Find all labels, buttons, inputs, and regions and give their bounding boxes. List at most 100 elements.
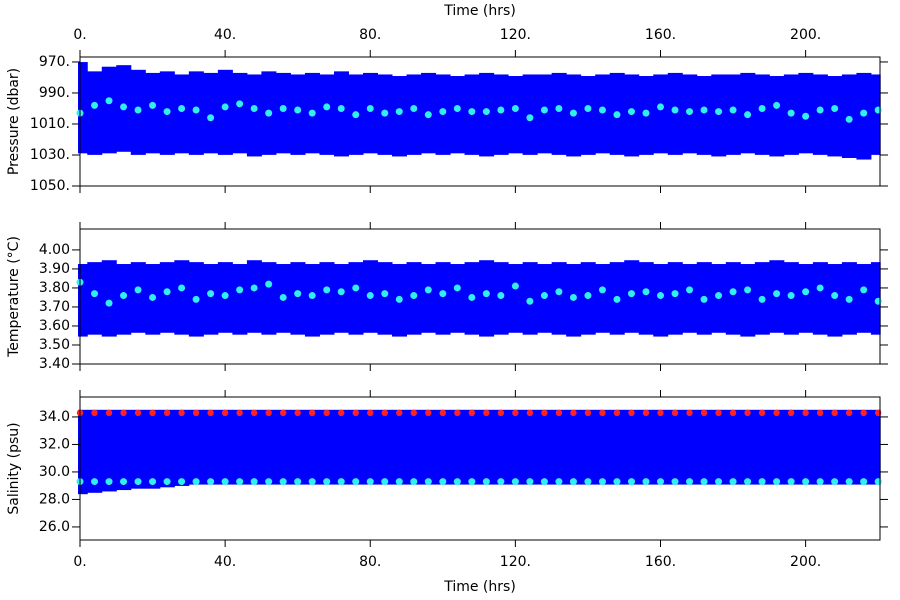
mean-point <box>497 478 505 486</box>
data-band <box>754 409 770 485</box>
mean-point <box>860 478 868 486</box>
edge-point <box>178 409 185 417</box>
data-band <box>740 409 756 485</box>
data-band <box>769 409 785 485</box>
mean-point <box>758 104 766 112</box>
data-band <box>246 260 262 333</box>
data-band <box>827 76 843 157</box>
mean-point <box>352 284 360 292</box>
x-tick-label: 200. <box>790 27 821 43</box>
edge-point <box>439 409 447 417</box>
data-band <box>667 72 683 155</box>
mean-point <box>294 106 302 114</box>
y-tick-label: 3.80 <box>39 280 70 296</box>
edge-point <box>526 409 534 417</box>
mean-point <box>424 478 432 486</box>
mean-point <box>482 108 490 116</box>
mean-point <box>410 104 418 112</box>
data-band <box>827 264 843 337</box>
edge-point <box>338 409 345 417</box>
mean-point <box>395 295 403 303</box>
data-band <box>682 264 698 333</box>
y-tick-label: 3.40 <box>39 356 70 372</box>
data-band <box>624 409 640 485</box>
data-band <box>290 74 306 155</box>
mean-point <box>700 106 708 114</box>
data-band <box>377 409 393 485</box>
data-band <box>232 264 248 335</box>
data-band <box>551 409 567 485</box>
data-band <box>870 409 881 485</box>
edge-point <box>468 409 476 417</box>
data-band <box>174 260 190 335</box>
data-band <box>145 409 161 489</box>
mean-point <box>149 293 157 301</box>
edge-point <box>584 409 592 417</box>
data-band <box>450 76 466 154</box>
y-tick-label: 970. <box>39 54 70 70</box>
data-band <box>798 409 814 485</box>
data-band <box>653 409 669 485</box>
mean-point <box>265 280 273 288</box>
mean-point <box>787 292 795 300</box>
data-band <box>261 262 277 335</box>
y-axis-label: Temperature (°C) <box>6 236 22 358</box>
plot-frame <box>79 228 881 365</box>
data-band <box>435 409 451 485</box>
mean-point <box>381 290 389 298</box>
mean-point <box>744 286 752 294</box>
mean-point <box>192 106 200 114</box>
mean-point <box>715 292 723 300</box>
mean-point <box>250 478 258 486</box>
data-band <box>493 409 509 485</box>
data-band <box>856 264 872 333</box>
edge-point <box>686 409 693 417</box>
mean-point <box>627 290 635 298</box>
mean-point <box>627 478 635 486</box>
mean-point <box>120 103 128 111</box>
data-band <box>682 409 698 485</box>
x-tick-label: 80. <box>359 27 381 43</box>
mean-point <box>163 288 171 296</box>
y-tick-label: 32.0 <box>39 436 70 452</box>
mean-point <box>105 97 113 105</box>
edge-point <box>845 409 853 417</box>
mean-point <box>337 478 345 486</box>
mean-point <box>802 478 810 486</box>
mean-point <box>642 109 650 117</box>
data-band <box>333 71 349 157</box>
x-tick-label: 200. <box>790 554 821 570</box>
mean-point <box>265 109 273 117</box>
mean-point <box>149 101 157 109</box>
data-band <box>769 76 785 157</box>
data-band <box>725 262 741 335</box>
data-band <box>275 409 291 485</box>
edge-point <box>192 409 200 417</box>
mean-point <box>279 293 287 301</box>
x-tick-label: 40. <box>214 27 236 43</box>
mean-point <box>207 478 215 486</box>
data-band <box>812 409 828 485</box>
data-band <box>130 409 146 489</box>
mean-point <box>831 104 839 112</box>
mean-point <box>91 478 99 486</box>
data-band <box>725 409 741 485</box>
data-band <box>841 409 857 485</box>
edge-point <box>367 409 374 417</box>
mean-point <box>265 478 273 486</box>
mean-point <box>453 284 461 292</box>
edge-point <box>570 409 577 417</box>
edge-point <box>744 409 751 417</box>
edge-point <box>410 409 417 417</box>
data-band <box>232 72 248 154</box>
edge-point <box>207 409 214 417</box>
edge-point <box>642 409 650 417</box>
data-band <box>78 62 88 154</box>
mean-point <box>860 286 868 294</box>
edge-point <box>308 409 316 417</box>
x-tick-label: 0. <box>73 554 86 570</box>
mean-point <box>656 103 664 111</box>
mean-point <box>207 114 215 122</box>
mean-point <box>497 292 505 300</box>
data-band <box>78 264 88 337</box>
